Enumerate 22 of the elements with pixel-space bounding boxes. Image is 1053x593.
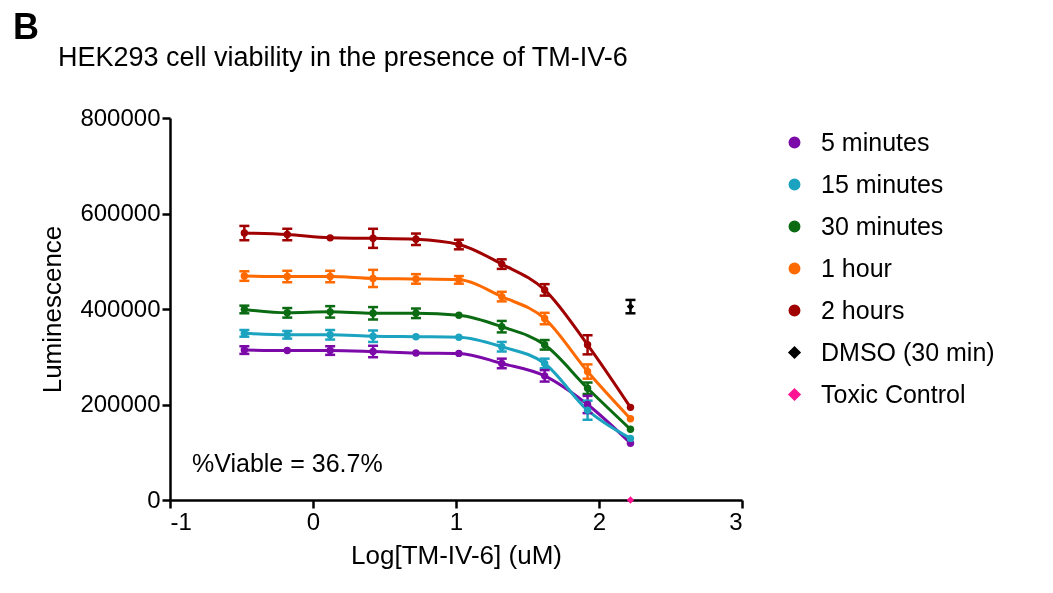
y-tick-label: 800000 <box>80 103 161 131</box>
y-tick-label: 200000 <box>80 390 161 417</box>
x-tick-label: 0 <box>306 507 321 535</box>
legend-label: 15 minutes <box>821 169 944 198</box>
y-tick-label: 0 <box>147 485 161 513</box>
y-axis-title: Luminescence <box>37 225 68 394</box>
annotation: %Viable = 36.7% <box>192 449 383 477</box>
y-tick-label: 600000 <box>80 199 161 226</box>
x-axis-title: Log[TM-IV-6] (uM) <box>351 539 562 570</box>
legend-label: 1 hour <box>821 253 892 282</box>
legend-label: Toxic Control <box>821 379 966 408</box>
x-tick-label: -1 <box>170 507 192 535</box>
chart-title: HEK293 cell viability in the presence of TM-IV-6 <box>58 42 628 72</box>
y-tick-label: 400000 <box>80 294 161 322</box>
legend-label: 5 minutes <box>821 127 930 156</box>
x-tick-label: 3 <box>729 507 743 535</box>
x-tick-label: 1 <box>449 507 464 535</box>
x-tick-label: 2 <box>592 507 607 535</box>
legend-label: 2 hours <box>821 295 905 324</box>
legend-label: 30 minutes <box>821 211 944 240</box>
legend-label: DMSO (30 min) <box>821 337 995 366</box>
text: B <box>13 6 39 47</box>
